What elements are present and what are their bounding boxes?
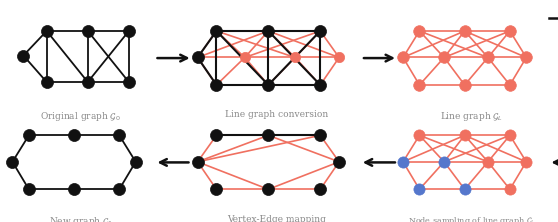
Point <box>264 29 273 33</box>
Point <box>212 83 221 87</box>
Point <box>70 188 79 191</box>
Point <box>212 83 221 87</box>
Point <box>264 29 273 33</box>
Point <box>264 83 273 87</box>
Point <box>506 29 514 33</box>
Point <box>460 83 469 87</box>
Point <box>316 134 325 137</box>
Point <box>335 160 344 164</box>
Point <box>415 29 424 33</box>
Point <box>398 160 407 164</box>
Point <box>316 83 325 87</box>
Point <box>415 188 424 191</box>
Point <box>522 160 531 164</box>
Point <box>124 29 133 33</box>
Point <box>440 160 449 164</box>
Point <box>398 56 407 59</box>
Point <box>415 83 424 87</box>
Text: Line graph $\mathcal{G}_L$: Line graph $\mathcal{G}_L$ <box>440 110 503 123</box>
Point <box>193 160 202 164</box>
Point <box>124 80 133 84</box>
Point <box>42 29 51 33</box>
Text: Vertex-Edge mapping: Vertex-Edge mapping <box>227 215 326 222</box>
Point <box>316 188 325 191</box>
Point <box>115 188 124 191</box>
Point <box>212 134 221 137</box>
Point <box>440 56 449 59</box>
Text: New graph $\mathcal{G}_1$: New graph $\mathcal{G}_1$ <box>49 215 113 222</box>
Point <box>193 56 202 59</box>
Point <box>131 160 140 164</box>
Point <box>19 54 28 57</box>
Text: Line graph conversion: Line graph conversion <box>224 110 328 119</box>
Text: Node sampling of line graph $\mathcal{G}_L$: Node sampling of line graph $\mathcal{G}… <box>408 215 535 222</box>
Point <box>460 29 469 33</box>
Point <box>460 134 469 137</box>
Point <box>42 80 51 84</box>
Point <box>264 134 273 137</box>
Point <box>506 83 514 87</box>
Point <box>264 83 273 87</box>
Point <box>25 134 33 137</box>
Point <box>316 29 325 33</box>
Point <box>70 134 79 137</box>
Point <box>212 188 221 191</box>
Point <box>415 134 424 137</box>
Point <box>83 29 92 33</box>
Point <box>460 188 469 191</box>
Point <box>25 188 33 191</box>
Point <box>506 188 514 191</box>
Point <box>483 56 492 59</box>
Point <box>335 56 344 59</box>
Point <box>193 56 202 59</box>
Point <box>316 29 325 33</box>
Point <box>83 80 92 84</box>
Point <box>316 83 325 87</box>
Point <box>483 160 492 164</box>
Point <box>264 188 273 191</box>
Point <box>506 134 514 137</box>
Point <box>212 29 221 33</box>
Point <box>291 56 300 59</box>
Point <box>212 29 221 33</box>
Point <box>115 134 124 137</box>
Text: Original graph $\mathcal{G}_0$: Original graph $\mathcal{G}_0$ <box>41 110 121 123</box>
Point <box>8 160 17 164</box>
Point <box>522 56 531 59</box>
Point <box>240 56 249 59</box>
